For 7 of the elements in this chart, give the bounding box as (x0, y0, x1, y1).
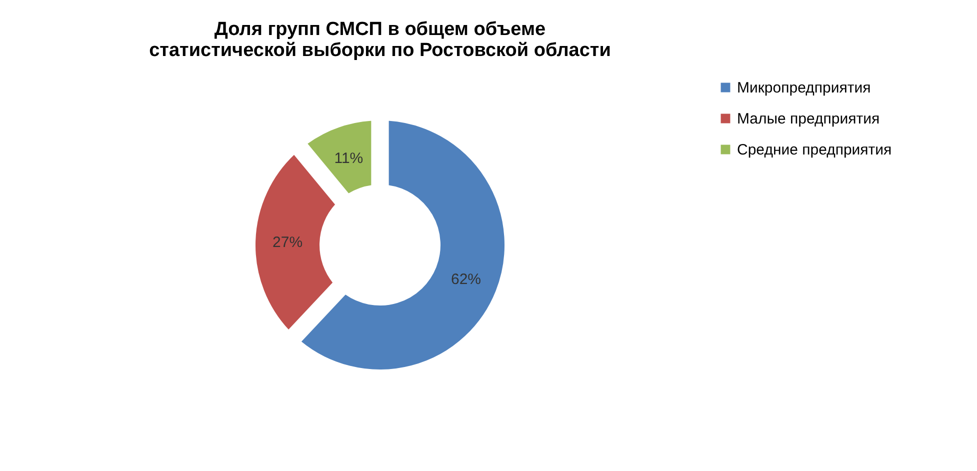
legend-label: Малые предприятия (737, 110, 880, 128)
data-label: 11% (334, 150, 364, 167)
data-label: 62% (450, 271, 482, 288)
chart-title: Доля групп СМСП в общем объеме статистической выборки по Ростовской области (149, 19, 611, 61)
data-label: 27% (272, 234, 303, 252)
legend-label: Средние предприятия (737, 142, 892, 158)
legend-label: Микропредприятия (737, 80, 871, 96)
